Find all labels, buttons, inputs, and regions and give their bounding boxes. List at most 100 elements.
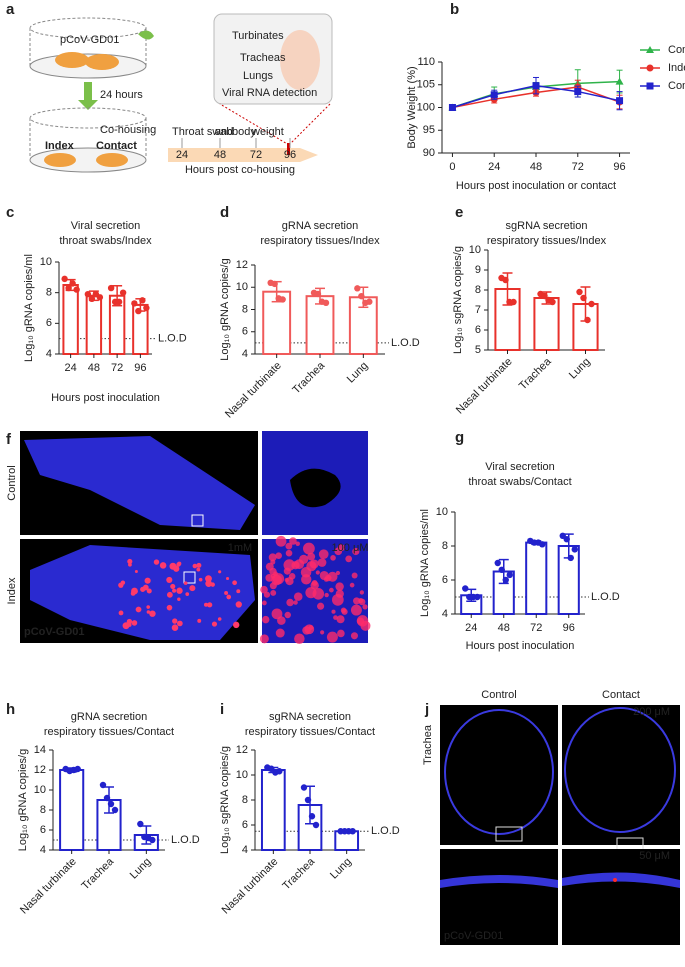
y-tick-label: 12 <box>34 764 46 776</box>
red-spot <box>275 535 287 547</box>
red-spot <box>176 562 181 567</box>
data-point <box>502 276 509 284</box>
red-spot <box>218 570 222 574</box>
chart-title: Viral secretion <box>71 220 141 232</box>
data-point <box>271 280 278 288</box>
data-point <box>143 304 150 312</box>
red-spot <box>236 589 241 594</box>
data-point <box>462 585 469 592</box>
data-point <box>563 536 570 543</box>
y-tick-label: 8 <box>242 303 248 315</box>
y-tick-label: 10 <box>469 244 481 256</box>
red-spot <box>351 572 358 579</box>
data-point <box>84 291 92 298</box>
marker <box>574 88 582 96</box>
red-spot <box>269 582 277 590</box>
x-tick-label: 24 <box>65 362 77 374</box>
y-axis-label: Log₁₀ gRNA copies/ml <box>419 509 431 617</box>
y-tick-label: 8 <box>475 284 481 296</box>
lod-label: L.O.D <box>591 591 620 603</box>
data-point <box>88 295 96 302</box>
red-spot <box>318 549 329 560</box>
mouse <box>96 153 128 167</box>
virus-icon <box>138 30 154 40</box>
data-point <box>115 298 123 306</box>
marker <box>448 104 456 111</box>
data-point <box>498 566 505 573</box>
red-spot <box>173 565 180 572</box>
panel-label: c <box>6 204 14 221</box>
chart-title: sgRNA secretion <box>506 220 588 232</box>
red-spot <box>226 576 230 581</box>
red-spot <box>142 584 149 591</box>
data-point <box>474 593 481 601</box>
connector <box>219 103 290 146</box>
red-spot <box>224 590 229 595</box>
trachea-ring <box>444 709 554 835</box>
mouse-body <box>280 30 320 90</box>
red-spot <box>192 563 198 569</box>
red-spot <box>317 602 325 610</box>
y-tick-label: 6 <box>46 317 52 329</box>
red-spot <box>305 587 317 599</box>
data-point <box>300 784 308 791</box>
panel-label: d <box>220 204 229 221</box>
y-tick-label: 100 <box>417 101 435 113</box>
red-spot <box>286 598 294 607</box>
marker <box>490 91 498 99</box>
red-spot <box>232 580 237 586</box>
red-spot <box>320 630 325 635</box>
red-spot <box>275 552 282 560</box>
red-spot <box>310 581 319 590</box>
red-spot <box>293 592 303 601</box>
data-point <box>119 289 127 296</box>
red-spot <box>185 592 190 596</box>
data-point <box>366 298 373 305</box>
data-point <box>131 300 138 307</box>
red-spot <box>327 571 338 582</box>
diagram-text: Viral RNA detection <box>222 87 317 99</box>
red-spot <box>271 608 283 620</box>
red-spot <box>232 621 240 629</box>
data-point <box>510 298 517 306</box>
chart-title: gRNA secretion <box>71 711 147 723</box>
data-point <box>304 796 312 804</box>
trachea-ring <box>564 707 676 833</box>
red-spot <box>268 553 277 562</box>
red-spot <box>134 570 138 574</box>
y-tick-label: 4 <box>46 348 52 360</box>
red-spot <box>294 633 305 644</box>
chart-title: respiratory tissues/Contact <box>44 726 174 738</box>
x-tick-label: 24 <box>465 622 477 634</box>
red-spot <box>324 592 329 598</box>
y-tick-label: 10 <box>236 769 248 781</box>
marker <box>616 97 624 105</box>
lod-label: L.O.D <box>171 834 200 846</box>
y-tick-label: 6 <box>242 819 248 831</box>
red-spot <box>226 594 232 600</box>
red-spot <box>333 615 338 620</box>
red-spot <box>166 591 173 598</box>
red-spot <box>128 562 132 567</box>
data-point <box>539 541 546 548</box>
x-tick-label: 72 <box>530 622 542 634</box>
red-spot <box>336 615 345 624</box>
lod-label: L.O.D <box>158 333 187 345</box>
red-spot <box>159 562 167 569</box>
data-point <box>69 280 76 287</box>
panel-label: f <box>6 431 12 448</box>
data-point <box>541 292 548 300</box>
y-axis-label: Log₁₀ sgRNA copies/g <box>219 746 231 854</box>
col-label: Control <box>481 689 516 701</box>
panel-label: j <box>424 701 429 718</box>
red-spot <box>270 590 277 596</box>
red-spot <box>177 597 181 601</box>
y-tick-label: 110 <box>417 56 435 68</box>
red-spot <box>118 582 124 588</box>
x-tick-label: 96 <box>563 622 575 634</box>
red-spot <box>166 576 173 583</box>
bar <box>59 769 85 851</box>
data-point <box>588 300 595 308</box>
red-spot <box>319 570 329 581</box>
diagram-text: body <box>232 126 256 138</box>
